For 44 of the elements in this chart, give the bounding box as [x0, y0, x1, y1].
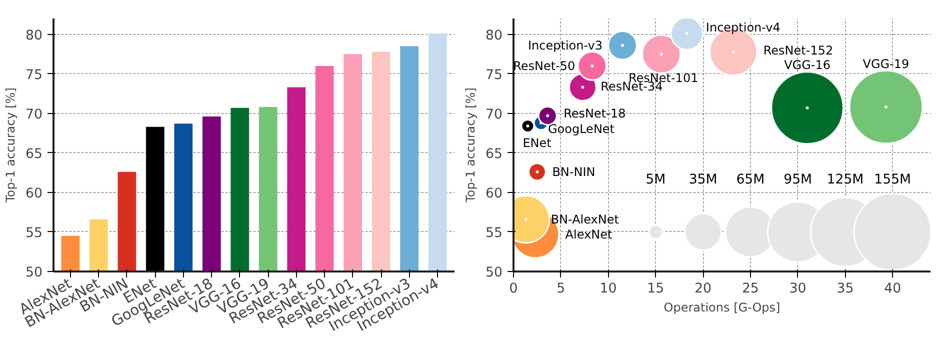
- x-tick-label: 10: [600, 282, 617, 296]
- series-label: VGG-16: [784, 58, 830, 72]
- legend-label: 125M: [826, 172, 864, 188]
- x-tick-label: 15: [647, 282, 664, 296]
- series-label: BN-AlexNet: [550, 212, 620, 226]
- y-tick-label: 60: [26, 186, 43, 202]
- series-label: ResNet-50: [513, 58, 576, 73]
- y-tick-label: 55: [26, 226, 43, 241]
- y-axis-title: Top-1 accuracy [%]: [464, 88, 478, 204]
- x-tick-label: 40: [884, 282, 902, 296]
- legend-label: 155M: [874, 172, 912, 188]
- series-label: Inception-v4: [706, 20, 780, 35]
- x-tick-label: 20: [694, 282, 712, 296]
- y-tick-label: 75: [486, 68, 503, 83]
- series-label: GoogLeNet: [548, 122, 615, 136]
- y-tick-label: 65: [26, 146, 43, 162]
- y-tick-label: 70: [486, 107, 503, 122]
- y-tick-label: 50: [26, 266, 43, 280]
- x-tick-label: 30: [789, 282, 806, 296]
- series-label: ENet: [522, 136, 552, 150]
- series-label: BN-NIN: [552, 164, 596, 179]
- y-axis-title: Top-1 accuracy [%]: [4, 88, 18, 204]
- y-tick-label: 80: [486, 28, 503, 44]
- series-label: ResNet-18: [564, 106, 626, 121]
- y-tick-label: 70: [26, 107, 43, 122]
- y-tick-label: 75: [26, 68, 43, 83]
- x-tick-label: 0: [509, 282, 518, 296]
- x-tick-label: 25: [742, 282, 759, 296]
- x-tick-label: 35: [836, 282, 854, 296]
- series-label: ResNet-152: [763, 44, 834, 58]
- series-label: VGG-19: [862, 57, 910, 72]
- y-tick-label: 80: [26, 28, 43, 44]
- legend-label: 65M: [736, 172, 765, 188]
- x-tick-label: 5: [556, 282, 566, 296]
- legend-label: 5M: [646, 172, 666, 188]
- y-tick-label: 50: [486, 266, 503, 280]
- y-tick-label: 65: [486, 146, 503, 162]
- y-tick-label: 55: [486, 226, 503, 241]
- x-axis-title: Operations [G-Ops]: [664, 300, 780, 314]
- y-tick-label: 60: [486, 186, 503, 202]
- series-label: AlexNet: [565, 227, 612, 242]
- legend-label: 35M: [688, 172, 718, 188]
- series-label: Inception-v3: [528, 38, 602, 52]
- legend-label: 95M: [784, 172, 812, 188]
